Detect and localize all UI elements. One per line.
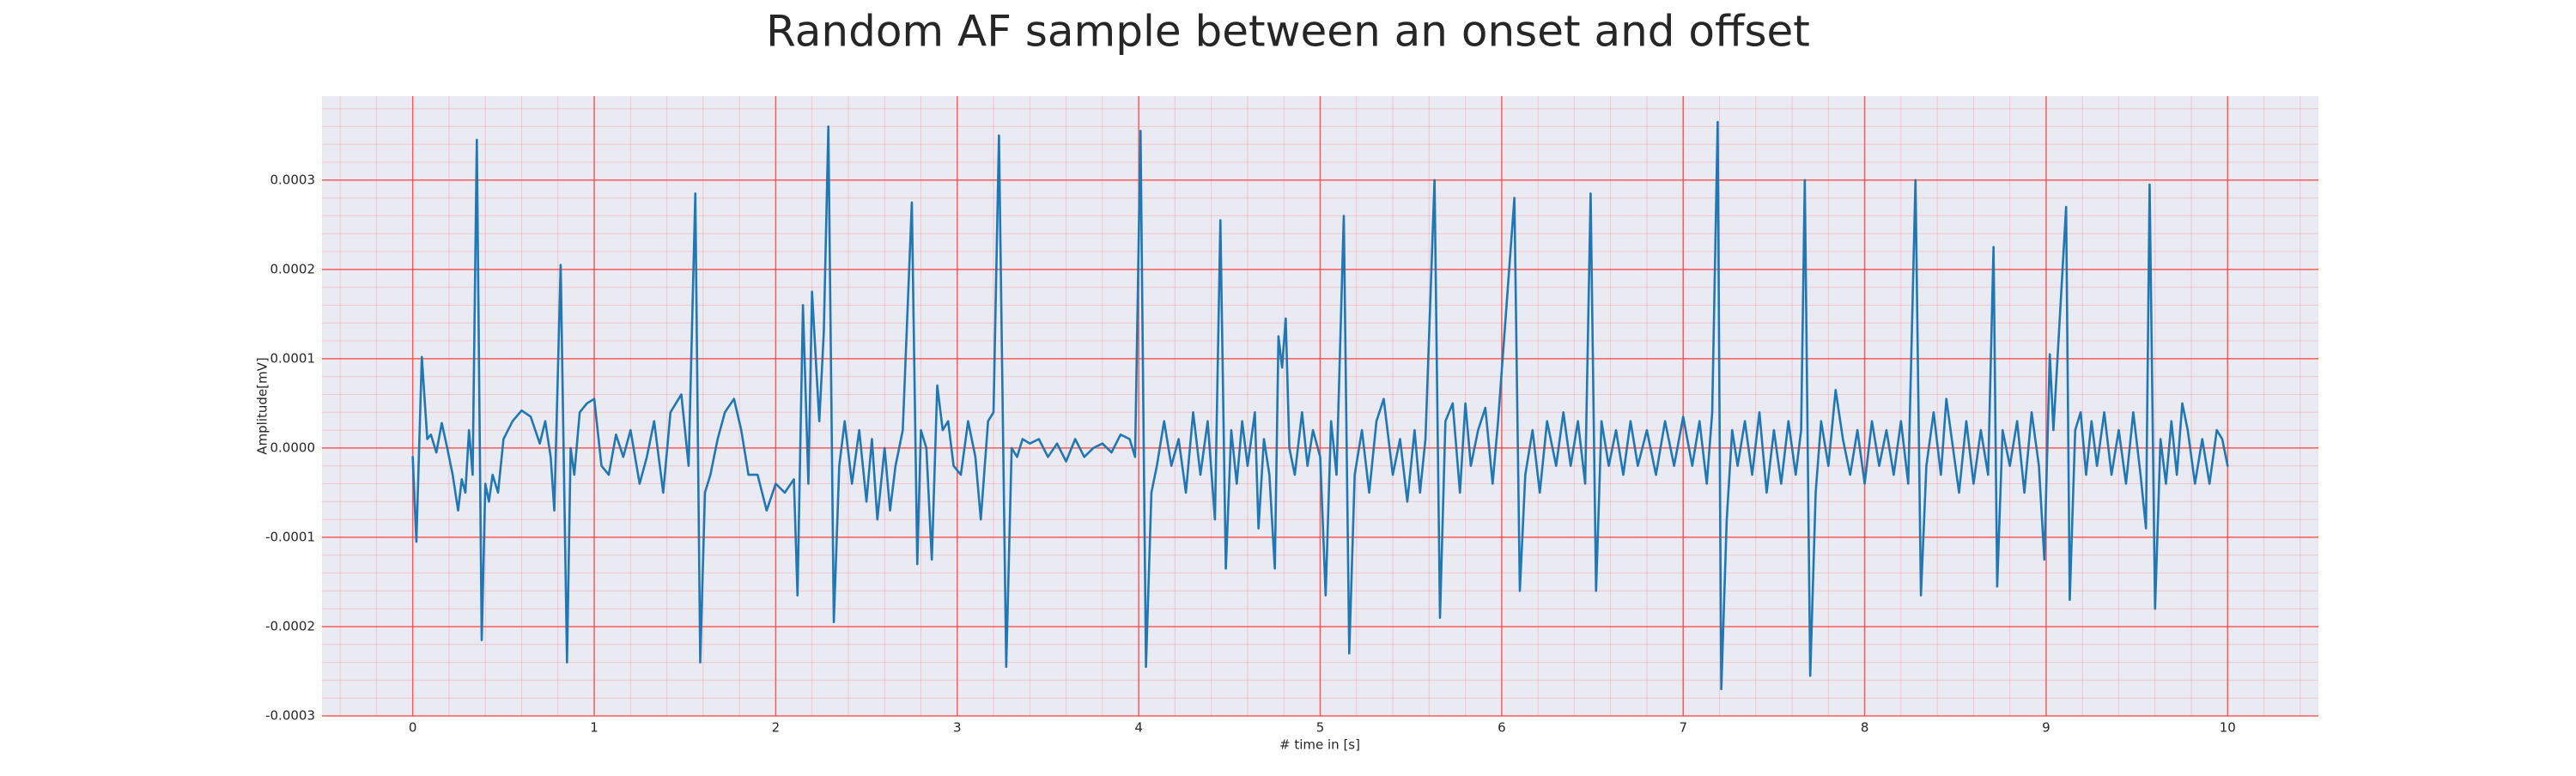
y-tick-label: 0.0002 [270,261,316,276]
x-tick-label: 7 [1679,720,1687,736]
y-tick-label: 0.0003 [270,172,316,187]
x-tick-label: 10 [2220,720,2236,736]
grid [322,96,2318,717]
x-tick-label: 9 [2042,720,2050,736]
x-tick-label: 3 [953,720,962,736]
x-tick-label: 2 [772,720,781,736]
x-tick-label: 0 [409,720,417,736]
signal-line [411,120,2229,691]
x-axis-label: # time in [s] [1279,737,1360,753]
y-axis-label: Amplitude[mV] [255,357,270,454]
y-tick-label: -0.0001 [265,529,315,544]
x-tick-label: 4 [1134,720,1143,736]
chart-title: Random AF sample between an onset and of… [766,7,1810,57]
x-tick-label: 5 [1316,720,1325,736]
x-tick-label: 1 [590,720,598,736]
y-tick-label: 0.0000 [270,440,316,455]
y-tick-label: -0.0003 [265,708,315,724]
y-tick-label: 0.0001 [270,350,316,366]
x-tick-label: 6 [1498,720,1506,736]
y-tick-label: -0.0002 [265,618,315,634]
x-tick-label: 8 [1861,720,1869,736]
